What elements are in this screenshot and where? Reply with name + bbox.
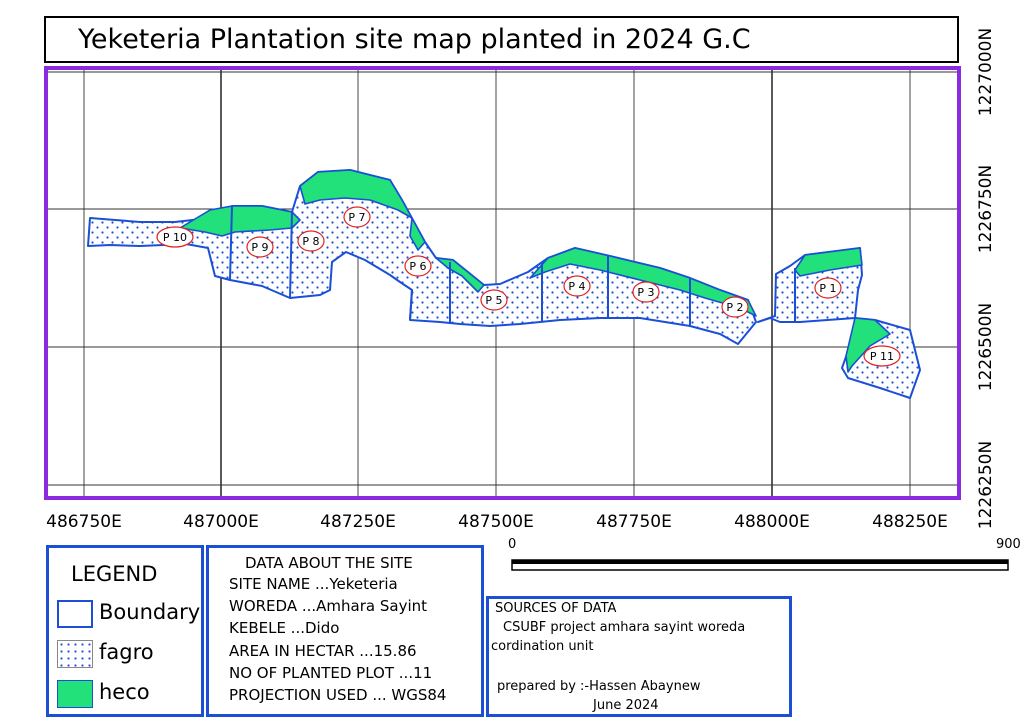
heco-swatch	[57, 680, 93, 708]
legend-label-fagro: fagro	[99, 640, 154, 664]
plot-label-text: P 9	[251, 241, 268, 254]
plot-label-text: P 1	[819, 282, 836, 295]
plot-label-text: P 8	[302, 235, 319, 248]
x-axis-label: 487750E	[596, 512, 672, 532]
site-data-line: PROJECTION USED ... WGS84	[229, 686, 447, 704]
plot-label-1: P 10	[156, 226, 194, 248]
site-data-line: AREA IN HECTAR ...15.86	[229, 642, 417, 660]
plot-label-text: P 11	[870, 350, 894, 363]
scale-end-label: 900	[996, 537, 1021, 552]
legend-label-boundary: Boundary	[99, 600, 201, 624]
sources-line-1: CSUBF project amhara sayint woreda	[503, 620, 746, 635]
plot-label-8: P 3	[632, 281, 660, 303]
sources-line-2: cordination unit	[491, 639, 594, 654]
plot-label-7: P 4	[563, 275, 591, 297]
plot-label-text: P 4	[568, 280, 585, 293]
plot-label-11: P 11	[863, 345, 901, 367]
x-axis-label: 487500E	[458, 512, 534, 532]
plot-label-6: P 5	[480, 289, 508, 311]
plot-label-5: P 6	[404, 255, 432, 277]
legend-title: LEGEND	[71, 562, 158, 586]
site-data-line: SITE NAME ...Yeketeria	[229, 575, 398, 593]
map-frame-border	[44, 66, 961, 500]
scale-bar	[511, 559, 1009, 571]
legend-box: LEGEND Boundary fagro heco	[46, 545, 204, 717]
fagro-swatch	[57, 640, 93, 668]
x-axis-label: 488000E	[734, 512, 810, 532]
plot-label-text: P 10	[163, 231, 187, 244]
plot-label-text: P 3	[637, 286, 654, 299]
x-axis-label: 487000E	[183, 512, 259, 532]
x-axis-label: 486750E	[46, 512, 122, 532]
scale-start-label: 0	[508, 537, 517, 552]
grid-lines	[46, 68, 959, 498]
x-axis-label: 488250E	[872, 512, 948, 532]
plot-label-3: P 8	[297, 230, 325, 252]
sources-box: SOURCES OF DATA CSUBF project amhara say…	[486, 596, 792, 717]
legend-label-heco: heco	[99, 680, 150, 704]
plot-label-text: P 5	[485, 294, 502, 307]
sources-title: SOURCES OF DATA	[495, 601, 617, 616]
heco-areas	[179, 169, 891, 373]
site-data-box: DATA ABOUT THE SITE SITE NAME ...Yeketer…	[206, 545, 484, 717]
plot-label-4: P 7	[343, 206, 371, 228]
y-axis-label: 1226750N	[976, 164, 996, 254]
fagro-areas	[87, 169, 921, 399]
plot-label-2: P 9	[246, 236, 274, 258]
y-axis-label: 1227000N	[976, 27, 996, 117]
site-data-line: WOREDA ...Amhara Sayint	[229, 597, 428, 615]
plot-label-text: P 7	[348, 211, 365, 224]
map-title-box: Yeketeria Plantation site map planted in…	[44, 16, 959, 63]
site-data-title: DATA ABOUT THE SITE	[245, 554, 413, 572]
y-axis-label: 1226250N	[976, 440, 996, 530]
plot-label-text: P 6	[409, 260, 426, 273]
plot-labels: P 10 P 9 P 8 P 7 P 6 P 5 P 4 P 3 P 2 P 1 P 11	[156, 206, 901, 367]
plot-label-text: P 2	[726, 301, 743, 314]
boundary-swatch	[57, 600, 93, 628]
y-axis-label: 1226500N	[976, 302, 996, 392]
plot-label-9: P 2	[721, 296, 749, 318]
prepared-by: prepared by :-Hassen Abaynew	[497, 679, 701, 694]
prepared-date: June 2024	[593, 698, 659, 713]
map-area	[46, 68, 959, 498]
x-axis-label: 487250E	[320, 512, 396, 532]
site-data-line: NO OF PLANTED PLOT ...11	[229, 664, 433, 682]
plot-label-10: P 1	[814, 277, 842, 299]
map-title: Yeketeria Plantation site map planted in…	[78, 24, 751, 55]
plot-dividers	[229, 205, 796, 326]
site-data-line: KEBELE ...Dido	[229, 619, 340, 637]
